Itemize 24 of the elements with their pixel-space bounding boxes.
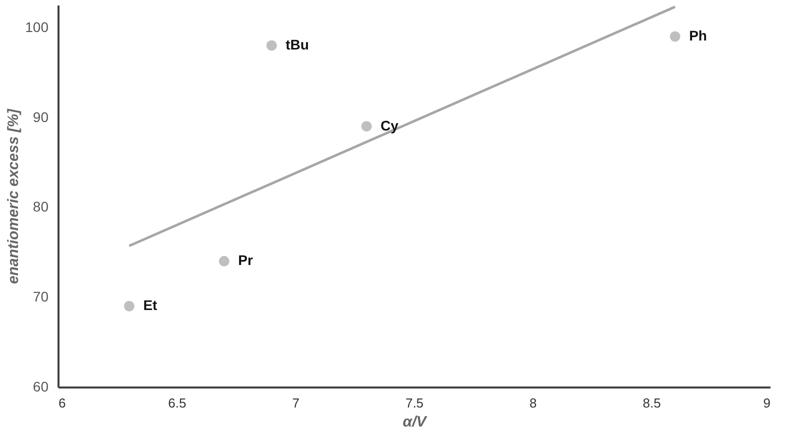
annotation: Ph [689,27,707,44]
point [124,300,134,312]
x-tick-label: 8 [530,396,537,410]
y-tick-label: 100 [25,18,49,35]
x-tick-label: 7.5 [405,396,424,410]
x-tick-label: 6 [58,396,66,410]
x-tick-label: 8.5 [642,396,661,410]
x-tick-label: 7 [292,396,300,410]
x-tick-label: 9 [763,396,770,410]
annotation: Cy [380,117,399,134]
y-tick-label: 70 [32,288,49,305]
x-tick-label: 6.5 [168,396,186,410]
point [218,256,230,266]
point [361,121,372,132]
x-axis-title: α/V [402,414,428,430]
y-tick-label: 80 [32,198,49,215]
point [670,31,680,42]
y-axis-title: enantiomeric excess [%] [5,108,22,284]
annotation: tBu [286,36,309,52]
y-tick-label: 60 [32,378,49,394]
point [266,40,277,51]
annotation: Pr [238,252,254,268]
y-tick-label: 90 [32,108,49,125]
annotation: Et [143,297,158,314]
